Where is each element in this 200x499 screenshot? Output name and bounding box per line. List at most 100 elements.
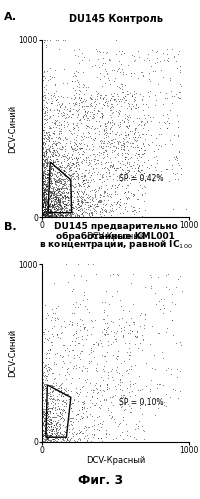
Point [68, 127, 72, 135]
Point [89, 202, 92, 210]
Point [104, 430, 107, 438]
Point [102, 324, 105, 332]
Point [43, 138, 46, 146]
Point [103, 119, 106, 127]
Point [148, 385, 151, 393]
Point [49, 194, 52, 202]
Point [57, 129, 60, 137]
Point [42, 168, 45, 176]
Point [42, 178, 45, 186]
Point [67, 200, 71, 208]
Point [126, 388, 130, 396]
Point [49, 193, 52, 201]
Point [57, 133, 60, 141]
Point [64, 384, 67, 392]
Point [99, 208, 103, 216]
Point [42, 414, 45, 422]
Point [67, 320, 71, 328]
Point [67, 193, 70, 201]
Point [177, 62, 180, 70]
Point [89, 171, 92, 179]
Point [54, 205, 57, 213]
Point [98, 170, 101, 178]
Point [48, 154, 51, 162]
Point [99, 112, 103, 120]
Point [46, 173, 50, 181]
Point [59, 437, 62, 445]
Point [54, 195, 58, 203]
Point [90, 95, 93, 103]
Point [92, 340, 95, 348]
Point [43, 133, 47, 141]
Point [70, 414, 73, 422]
Point [57, 107, 60, 115]
Point [184, 205, 187, 213]
Point [45, 205, 48, 213]
Point [58, 166, 61, 174]
Point [41, 184, 44, 192]
Point [133, 133, 136, 141]
Point [129, 365, 132, 373]
Point [95, 150, 98, 158]
Point [48, 147, 51, 155]
Point [42, 210, 46, 218]
Point [46, 170, 49, 178]
Point [43, 361, 46, 369]
Point [131, 317, 134, 325]
Point [89, 208, 93, 216]
Point [64, 168, 67, 176]
Point [167, 74, 171, 82]
Point [62, 385, 65, 393]
Point [146, 56, 150, 64]
Point [80, 197, 83, 205]
Point [82, 404, 85, 412]
Point [50, 313, 53, 321]
Point [43, 208, 46, 216]
Point [62, 65, 65, 73]
Point [90, 114, 93, 122]
Point [147, 87, 151, 95]
Point [166, 114, 169, 122]
Point [49, 418, 52, 426]
Point [48, 206, 51, 214]
Point [48, 409, 51, 417]
Point [47, 417, 50, 425]
Point [50, 433, 53, 441]
Point [54, 146, 57, 154]
Point [81, 150, 85, 158]
Point [112, 391, 116, 399]
Point [118, 163, 121, 171]
Point [42, 96, 45, 104]
Point [119, 102, 122, 110]
Point [89, 99, 92, 107]
Point [120, 88, 123, 96]
Point [118, 84, 121, 92]
Point [42, 131, 46, 139]
Point [47, 428, 50, 436]
Point [104, 158, 107, 166]
Point [42, 195, 45, 203]
Point [74, 162, 78, 170]
Point [47, 365, 50, 373]
Point [153, 288, 156, 296]
Point [108, 125, 111, 133]
Point [57, 206, 60, 214]
Point [147, 339, 151, 347]
Point [132, 425, 136, 433]
Point [73, 202, 76, 210]
Point [114, 355, 118, 363]
Point [80, 174, 83, 182]
Point [45, 190, 49, 198]
Point [114, 36, 117, 44]
Point [109, 66, 113, 74]
Point [44, 180, 47, 188]
Point [48, 196, 51, 204]
Point [66, 209, 69, 217]
Point [41, 213, 44, 221]
Point [101, 101, 105, 109]
Point [47, 420, 51, 428]
Point [59, 190, 62, 198]
Point [173, 153, 177, 161]
Point [57, 169, 60, 177]
Point [68, 137, 71, 145]
